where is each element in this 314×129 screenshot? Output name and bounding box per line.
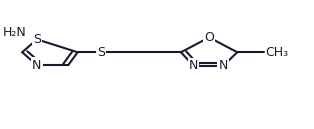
Text: O: O [204,31,214,44]
Text: S: S [33,33,41,46]
Text: CH₃: CH₃ [265,46,289,59]
Text: N: N [189,59,198,72]
Text: N: N [32,59,42,72]
Text: S: S [97,46,105,59]
Text: H₂N: H₂N [3,26,27,39]
Text: N: N [219,59,228,72]
